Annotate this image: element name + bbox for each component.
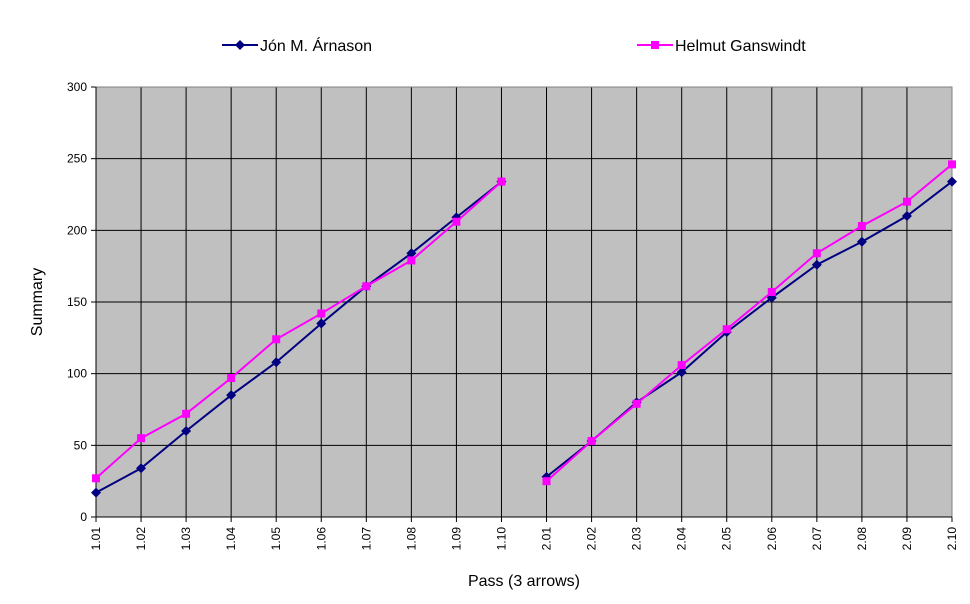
series-2-point xyxy=(902,197,911,206)
y-tick-label: 0 xyxy=(80,510,87,524)
series-1-point xyxy=(947,176,957,187)
y-tick-label: 150 xyxy=(67,295,87,309)
x-tick-label: 2.09 xyxy=(900,527,914,551)
series-1-point xyxy=(811,259,822,270)
series-2-point xyxy=(587,437,596,446)
series-2-point xyxy=(137,434,146,443)
series-1-point xyxy=(901,211,912,221)
series-2-point xyxy=(92,474,100,483)
series-2-point xyxy=(272,335,281,344)
x-tick-label: 1.03 xyxy=(179,527,193,551)
series-2 xyxy=(92,160,956,486)
legend-label-series-1: Jón M. Árnason xyxy=(260,36,372,55)
series-2-point xyxy=(497,177,506,186)
series-1-point xyxy=(136,463,147,474)
x-tick-label: 2.03 xyxy=(630,527,644,551)
series-1-point xyxy=(181,426,192,436)
axes xyxy=(91,86,953,522)
series-1-point xyxy=(91,487,101,498)
series-2-point xyxy=(362,282,371,291)
x-tick-label: 1.02 xyxy=(134,527,148,551)
series-2-point xyxy=(407,256,416,265)
tick-labels: 0 50 100 150 200 250 300 1.01 1.02 1.03 1.04 1.05 1.… xyxy=(67,80,959,550)
y-tick-label: 200 xyxy=(67,223,87,237)
legend-entry-series-1: Jón M. Árnason xyxy=(222,36,372,55)
x-tick-label: 1.10 xyxy=(494,527,508,551)
series-1-point xyxy=(856,236,867,247)
legend-label-series-2: Helmut Ganswindt xyxy=(675,38,806,55)
x-tick-label: 2.08 xyxy=(855,527,869,551)
series-2-point xyxy=(542,477,551,486)
x-tick-label: 2.07 xyxy=(810,527,824,551)
series-2-point xyxy=(857,222,866,231)
series-2-point xyxy=(452,217,461,226)
x-tick-label: 2.06 xyxy=(765,527,779,551)
series-2-point xyxy=(767,287,776,296)
x-tick-label: 1.08 xyxy=(404,527,418,551)
legend: Jón M. Árnason Helmut Ganswindt xyxy=(222,36,806,55)
x-axis-title: Pass (3 arrows) xyxy=(468,573,580,590)
series-1-line-segment-1 xyxy=(95,180,503,494)
series-2-point xyxy=(632,399,641,408)
y-tick-label: 300 xyxy=(67,80,87,94)
x-tick-label: 2.04 xyxy=(675,527,689,551)
series-2-point xyxy=(227,373,236,382)
series-group xyxy=(91,160,957,498)
x-tick-label: 2.05 xyxy=(720,527,734,551)
series-1-point xyxy=(316,318,327,329)
x-tick-label: 1.06 xyxy=(314,527,328,551)
x-tick-label: 1.09 xyxy=(449,527,463,551)
y-axis-title: Summary xyxy=(29,268,46,336)
x-tick-label: 2.01 xyxy=(540,527,554,551)
series-2-point xyxy=(812,249,821,258)
x-tick-label: 1.04 xyxy=(224,527,238,551)
series-1-point xyxy=(226,390,237,401)
series-2-point xyxy=(317,309,326,318)
series-2-point xyxy=(677,361,686,370)
x-tick-label: 2.10 xyxy=(945,527,959,551)
series-2-point xyxy=(182,409,191,418)
legend-marker-series-1 xyxy=(235,40,245,50)
x-tick-label: 2.02 xyxy=(585,527,599,551)
series-1-point xyxy=(676,367,687,378)
series-2-point xyxy=(948,160,956,169)
series-1-point xyxy=(271,357,282,368)
x-tick-label: 1.07 xyxy=(359,527,373,551)
legend-entry-series-2: Helmut Ganswindt xyxy=(637,38,806,55)
y-tick-label: 250 xyxy=(67,152,87,166)
x-tick-label: 1.05 xyxy=(269,527,283,551)
series-1-point xyxy=(406,248,417,259)
series-2-line-segment-2 xyxy=(545,163,953,482)
series-2-line-segment-1 xyxy=(95,180,503,480)
y-tick-label: 100 xyxy=(67,367,87,381)
x-tick-label: 1.01 xyxy=(89,527,103,551)
series-2-point xyxy=(722,325,731,334)
legend-marker-series-2 xyxy=(651,41,659,49)
y-tick-label: 50 xyxy=(74,438,88,452)
